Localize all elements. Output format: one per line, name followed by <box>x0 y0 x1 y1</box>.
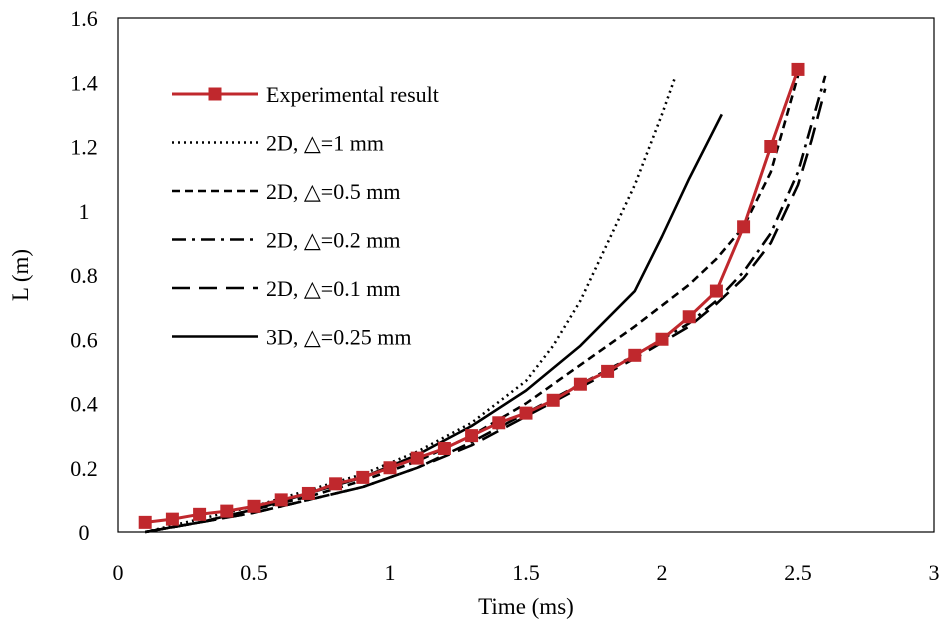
data-point-marker <box>628 348 642 362</box>
data-point-marker <box>274 493 288 507</box>
data-point-marker <box>709 284 723 298</box>
data-point-marker <box>737 220 751 234</box>
x-tick-label: 0 <box>113 560 124 585</box>
data-point-marker <box>356 470 370 484</box>
x-axis: 0 0.5 1 1.5 2 2.5 3 <box>113 560 940 585</box>
data-point-marker <box>383 461 397 475</box>
x-tick-label: 1.5 <box>512 560 540 585</box>
data-point-marker <box>247 499 261 513</box>
y-tick-label: 1.6 <box>70 6 98 31</box>
series-line <box>144 75 827 534</box>
y-axis-title: L (m) <box>8 249 33 301</box>
data-point-marker <box>519 406 533 420</box>
plot-area <box>117 17 935 533</box>
x-tick-label: 1 <box>385 560 396 585</box>
series-line <box>144 113 723 534</box>
x-tick-label: 2 <box>657 560 668 585</box>
x-axis-title: Time (ms) <box>478 594 574 619</box>
legend-label: Experimental result <box>266 82 439 107</box>
data-point-marker <box>220 504 234 518</box>
legend-label: 2D, △=0.1 mm <box>266 276 400 301</box>
y-tick-label: 1.2 <box>70 135 98 160</box>
x-tick-label: 2.5 <box>784 560 812 585</box>
series-line <box>144 88 827 534</box>
y-tick-label: 0.2 <box>70 456 98 481</box>
data-point-marker <box>791 62 805 76</box>
series-line <box>144 75 800 534</box>
data-point-marker <box>573 377 587 391</box>
legend-marker <box>208 87 222 101</box>
legend: Experimental result 2D, △=1 mm 2D, △=0.5 m… <box>172 82 439 350</box>
y-axis: 0 0.2 0.4 0.6 0.8 1 1.2 1.4 1.6 <box>70 6 98 545</box>
data-point-marker <box>546 393 560 407</box>
data-point-marker <box>655 332 669 346</box>
data-point-marker <box>410 451 424 465</box>
y-tick-label: 1.4 <box>70 70 98 95</box>
data-point-marker <box>165 512 179 526</box>
data-point-marker <box>301 486 315 500</box>
data-point-marker <box>329 477 343 491</box>
data-point-marker <box>601 364 615 378</box>
plot-frame <box>117 17 935 533</box>
legend-label: 2D, △=0.2 mm <box>266 228 400 253</box>
data-point-marker <box>437 441 451 455</box>
legend-label: 2D, △=0.5 mm <box>266 179 400 204</box>
legend-label: 3D, △=0.25 mm <box>266 325 411 350</box>
x-tick-label: 0.5 <box>240 560 268 585</box>
data-point-marker <box>682 310 696 324</box>
data-point-marker <box>193 507 207 521</box>
data-point-marker <box>465 429 479 443</box>
y-tick-label: 0.4 <box>70 392 98 417</box>
y-tick-label: 0 <box>79 520 90 545</box>
y-tick-label: 0.8 <box>70 263 98 288</box>
y-tick-label: 1 <box>79 199 90 224</box>
y-tick-label: 0.6 <box>70 327 98 352</box>
data-point-marker <box>138 515 152 529</box>
data-point-marker <box>492 416 506 430</box>
x-tick-label: 3 <box>929 560 940 585</box>
data-point-marker <box>764 140 778 153</box>
series-line <box>145 68 800 524</box>
series-layer <box>138 62 827 534</box>
legend-label: 2D, △=1 mm <box>266 131 384 156</box>
